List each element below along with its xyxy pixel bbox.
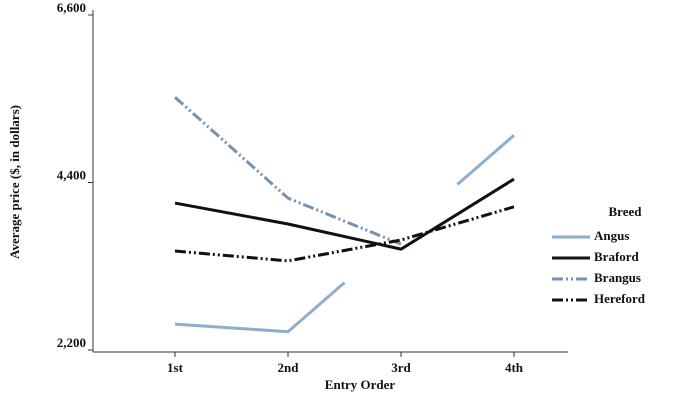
legend-label: Angus [594,228,629,243]
x-axis-title: Entry Order [325,377,396,392]
series-line [174,205,515,263]
y-tick-label: 2,200 [57,335,86,350]
series-line [174,134,515,334]
y-axis-title: Average price ($, in dollars) [7,105,22,259]
legend-title: Breed [609,204,643,219]
x-tick-label: 2nd [278,360,300,375]
x-tick-label: 4th [505,360,524,375]
legend-label: Hereford [594,291,646,306]
y-tick-label: 4,400 [57,167,86,182]
legend-label: Brangus [594,270,641,285]
series-line [174,177,515,251]
y-tick-label: 6,600 [57,0,86,15]
x-tick-label: 3rd [391,360,411,375]
x-tick-label: 1st [167,360,184,375]
legend-label: Braford [594,249,640,264]
series-line [174,96,402,246]
